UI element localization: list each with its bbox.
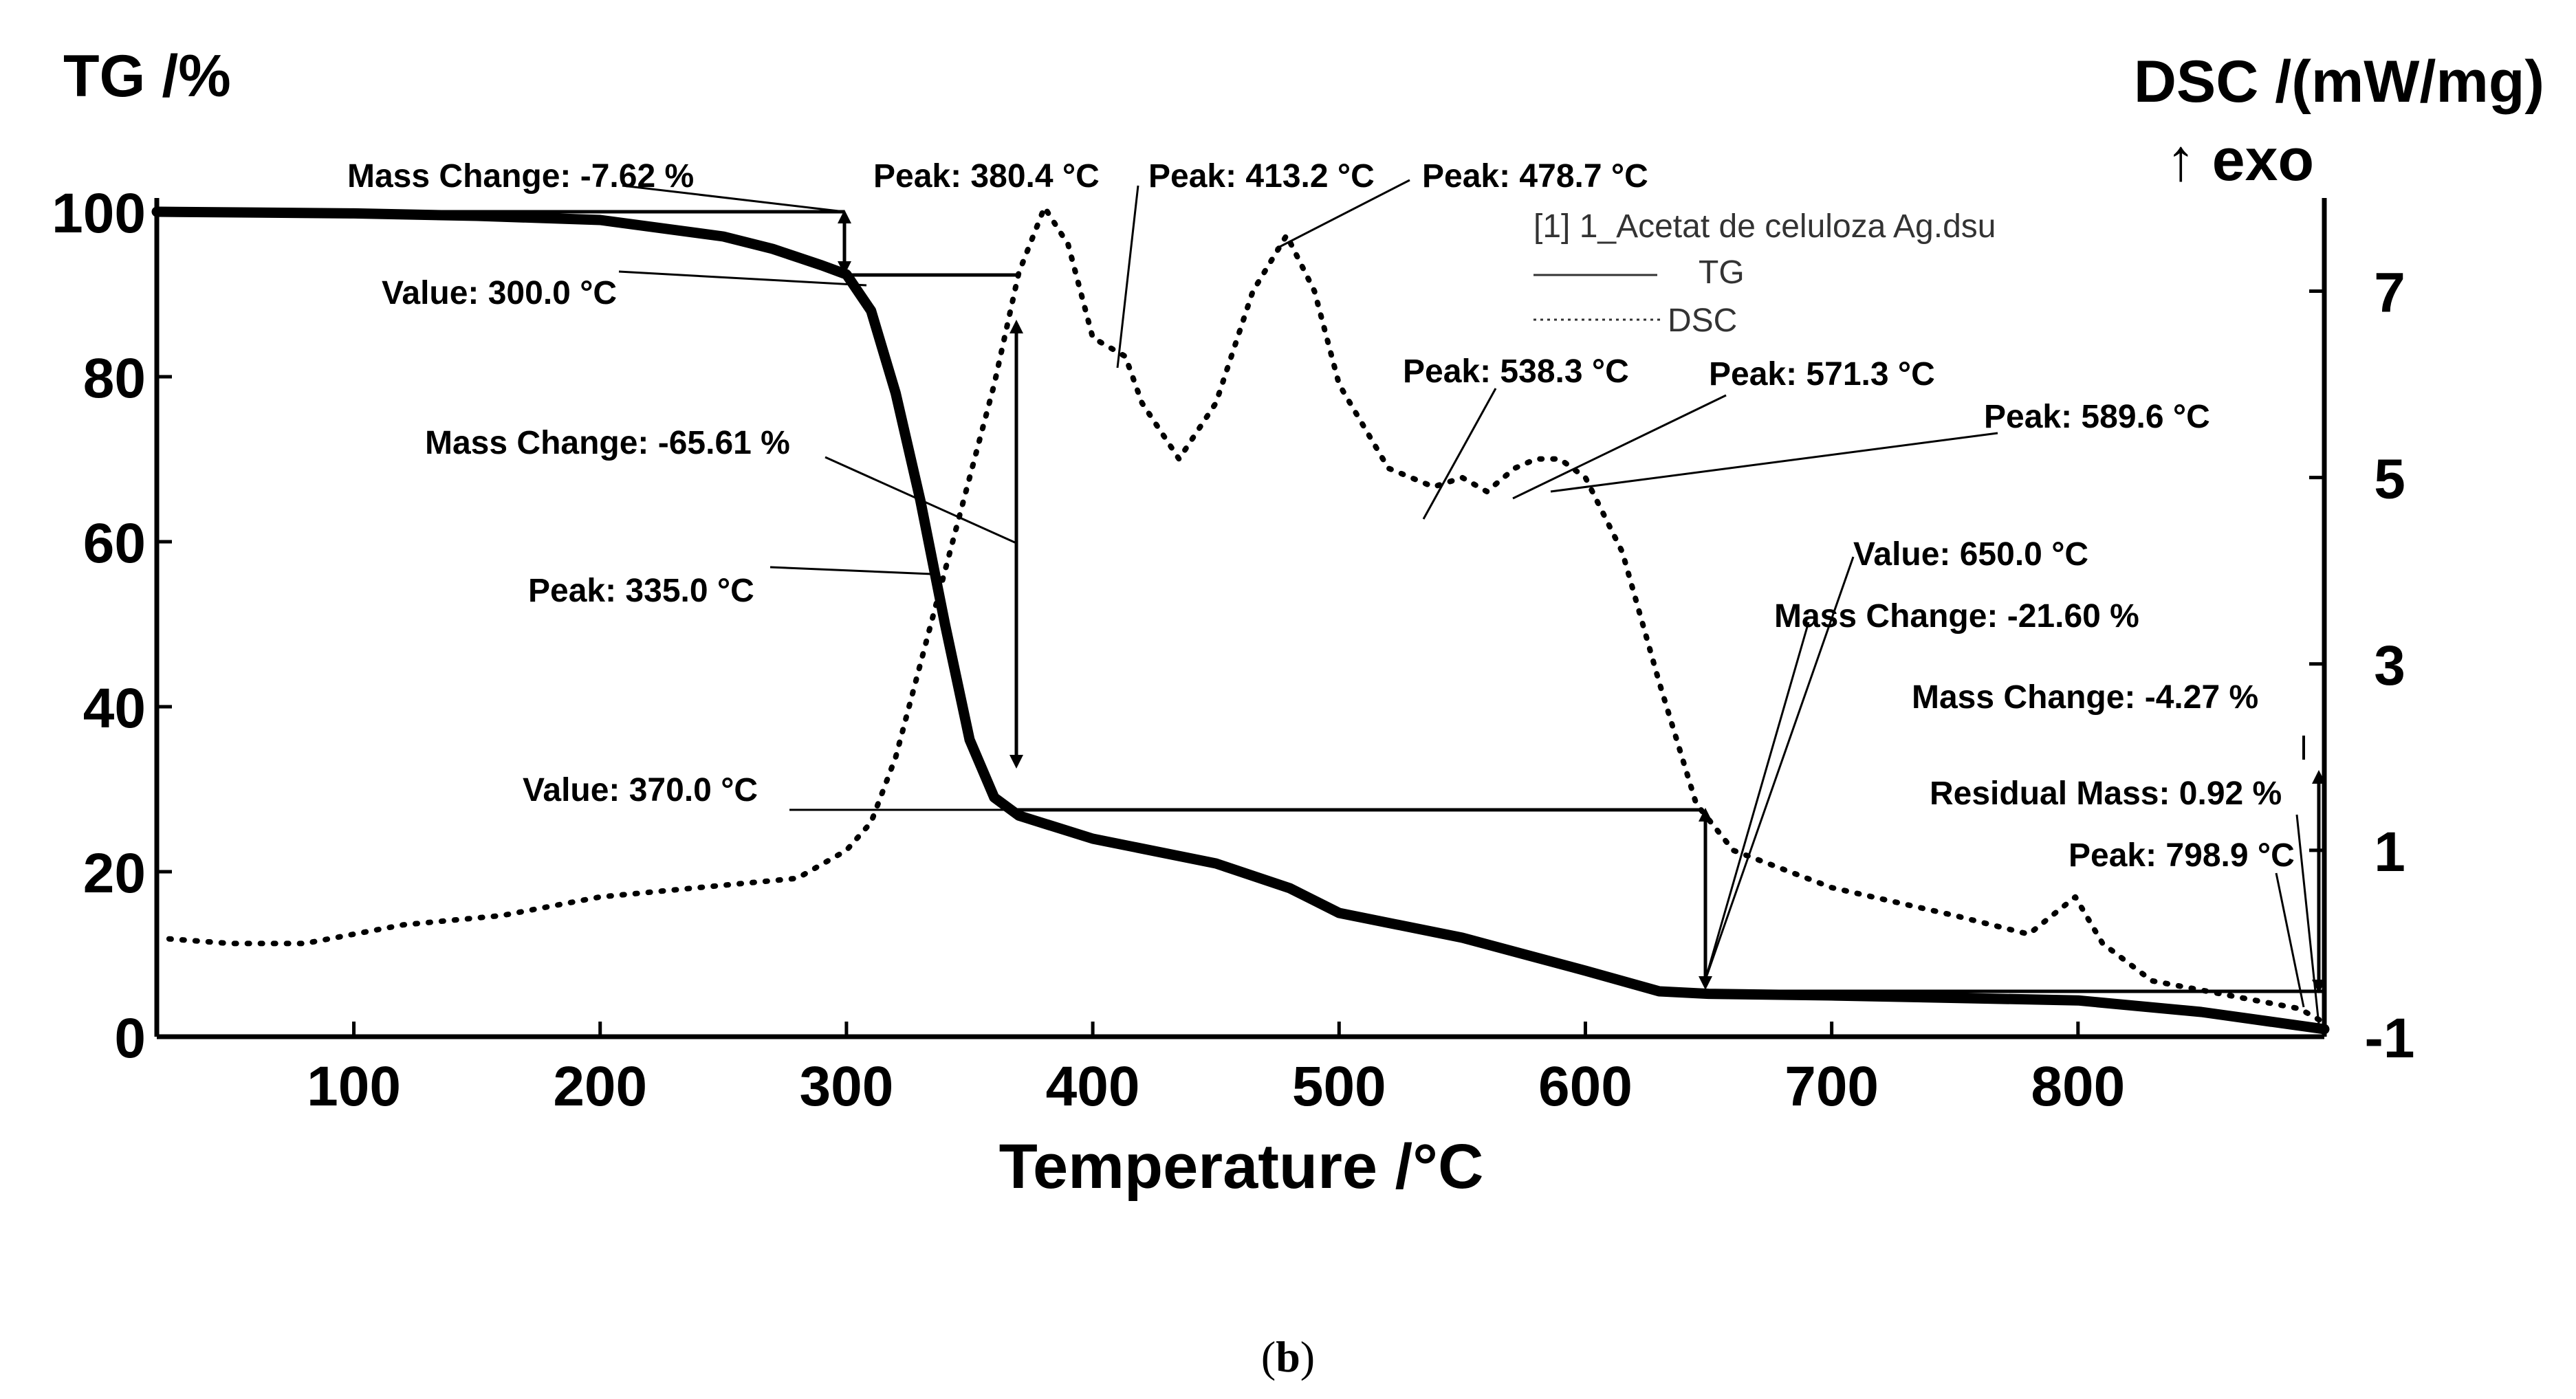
annotation-lines (157, 179, 2326, 1025)
peak-798-leader (2275, 872, 2305, 1008)
x-tick-label: 500 (1292, 1055, 1386, 1118)
value-650-leader (1704, 556, 1855, 980)
legend-tg-label: TG (1699, 254, 1745, 291)
peak-589-leader (1550, 432, 1998, 493)
value-300-leader (618, 270, 867, 287)
right-axis-title: DSC /(mW/mg) (2134, 49, 2544, 115)
ann-peak-589: Peak: 589.6 °C (1984, 399, 2210, 435)
ticks (157, 210, 2324, 1039)
ann-peak-798: Peak: 798.9 °C (2069, 837, 2295, 874)
ann-peak-413: Peak: 413.2 °C (1148, 158, 1375, 195)
caption-letter: b (1276, 1332, 1300, 1381)
ann-peak-571: Peak: 571.3 °C (1709, 356, 1935, 393)
x-tick-label: 300 (799, 1055, 893, 1118)
mass-change-3-leader (1704, 621, 1810, 980)
y-left-tick-label: 20 (83, 842, 146, 905)
right-axis-exo-label: ↑ exo (2166, 127, 2314, 193)
x-tick-label: 800 (2031, 1055, 2125, 1118)
x-tick-label: 100 (307, 1055, 401, 1118)
y-left-tick-label: 80 (83, 347, 146, 410)
legend-header: [1] 1_Acetat de celuloza Ag.dsu (1533, 208, 1996, 245)
x-axis-label: Temperature /°C (999, 1132, 1484, 1202)
caption-open: ( (1261, 1332, 1276, 1381)
caption-close: ) (1300, 1332, 1315, 1381)
y-right-tick-label: 7 (2374, 262, 2405, 324)
ann-mass-change-4: Mass Change: -4.27 % (1912, 679, 2258, 716)
peak-538-leader (1422, 388, 1497, 520)
y-right-tick-label: 1 (2374, 821, 2405, 883)
tick-labels: 100 200 300 400 500 600 700 800 0 20 40 60 80 100 -1 1 3… (52, 182, 2414, 1118)
x-tick-label: 400 (1046, 1055, 1140, 1118)
peak-478-leader (1275, 179, 1410, 250)
series-tg-line (151, 206, 2330, 1035)
y-right-tick-label: 3 (2374, 635, 2405, 697)
legend-dsc-label: DSC (1668, 302, 1737, 339)
ann-mass-change-2: Mass Change: -65.61 % (425, 425, 790, 461)
ann-peak-538: Peak: 538.3 °C (1403, 353, 1629, 390)
y-right-tick-label: -1 (2365, 1007, 2415, 1070)
legend: [1] 1_Acetat de celuloza Ag.dsu TG DSC (1533, 208, 1996, 339)
ann-peak-380: Peak: 380.4 °C (873, 158, 1100, 195)
y-left-tick-label: 0 (114, 1007, 146, 1070)
annotation-labels: Mass Change: -7.62 % Value: 300.0 °C Mas… (347, 158, 2295, 874)
mass-change-1-leader (622, 184, 845, 213)
y-right-tick-label: 5 (2374, 448, 2405, 511)
x-tick-label: 600 (1538, 1055, 1633, 1118)
y-left-tick-label: 100 (52, 182, 146, 245)
ann-mass-change-3: Mass Change: -21.60 % (1774, 598, 2139, 635)
x-tick-label: 700 (1784, 1055, 1879, 1118)
peak-413-leader (1116, 185, 1139, 368)
left-axis-title: TG /% (63, 43, 231, 109)
ann-peak-335: Peak: 335.0 °C (528, 573, 754, 609)
x-tick-label: 200 (553, 1055, 647, 1118)
ann-residual-mass: Residual Mass: 0.92 % (1930, 775, 2282, 812)
peak-571-leader (1512, 394, 1727, 500)
ann-peak-478: Peak: 478.7 °C (1422, 158, 1648, 195)
y-left-tick-label: 60 (83, 512, 146, 575)
ann-value-370: Value: 370.0 °C (523, 772, 758, 808)
figure-caption: (b) (1261, 1332, 1315, 1381)
ann-value-300: Value: 300.0 °C (382, 275, 617, 311)
ann-mass-change-1: Mass Change: -7.62 % (347, 158, 694, 195)
peak-335-leader (769, 566, 932, 575)
series-layer (151, 204, 2330, 1035)
series-dsc-line (166, 204, 2327, 1026)
mass-change-2-leader (825, 456, 1017, 544)
ann-value-650: Value: 650.0 °C (1853, 536, 2088, 573)
y-left-tick-label: 40 (83, 677, 146, 740)
residual-mass-leader (2295, 814, 2320, 1025)
